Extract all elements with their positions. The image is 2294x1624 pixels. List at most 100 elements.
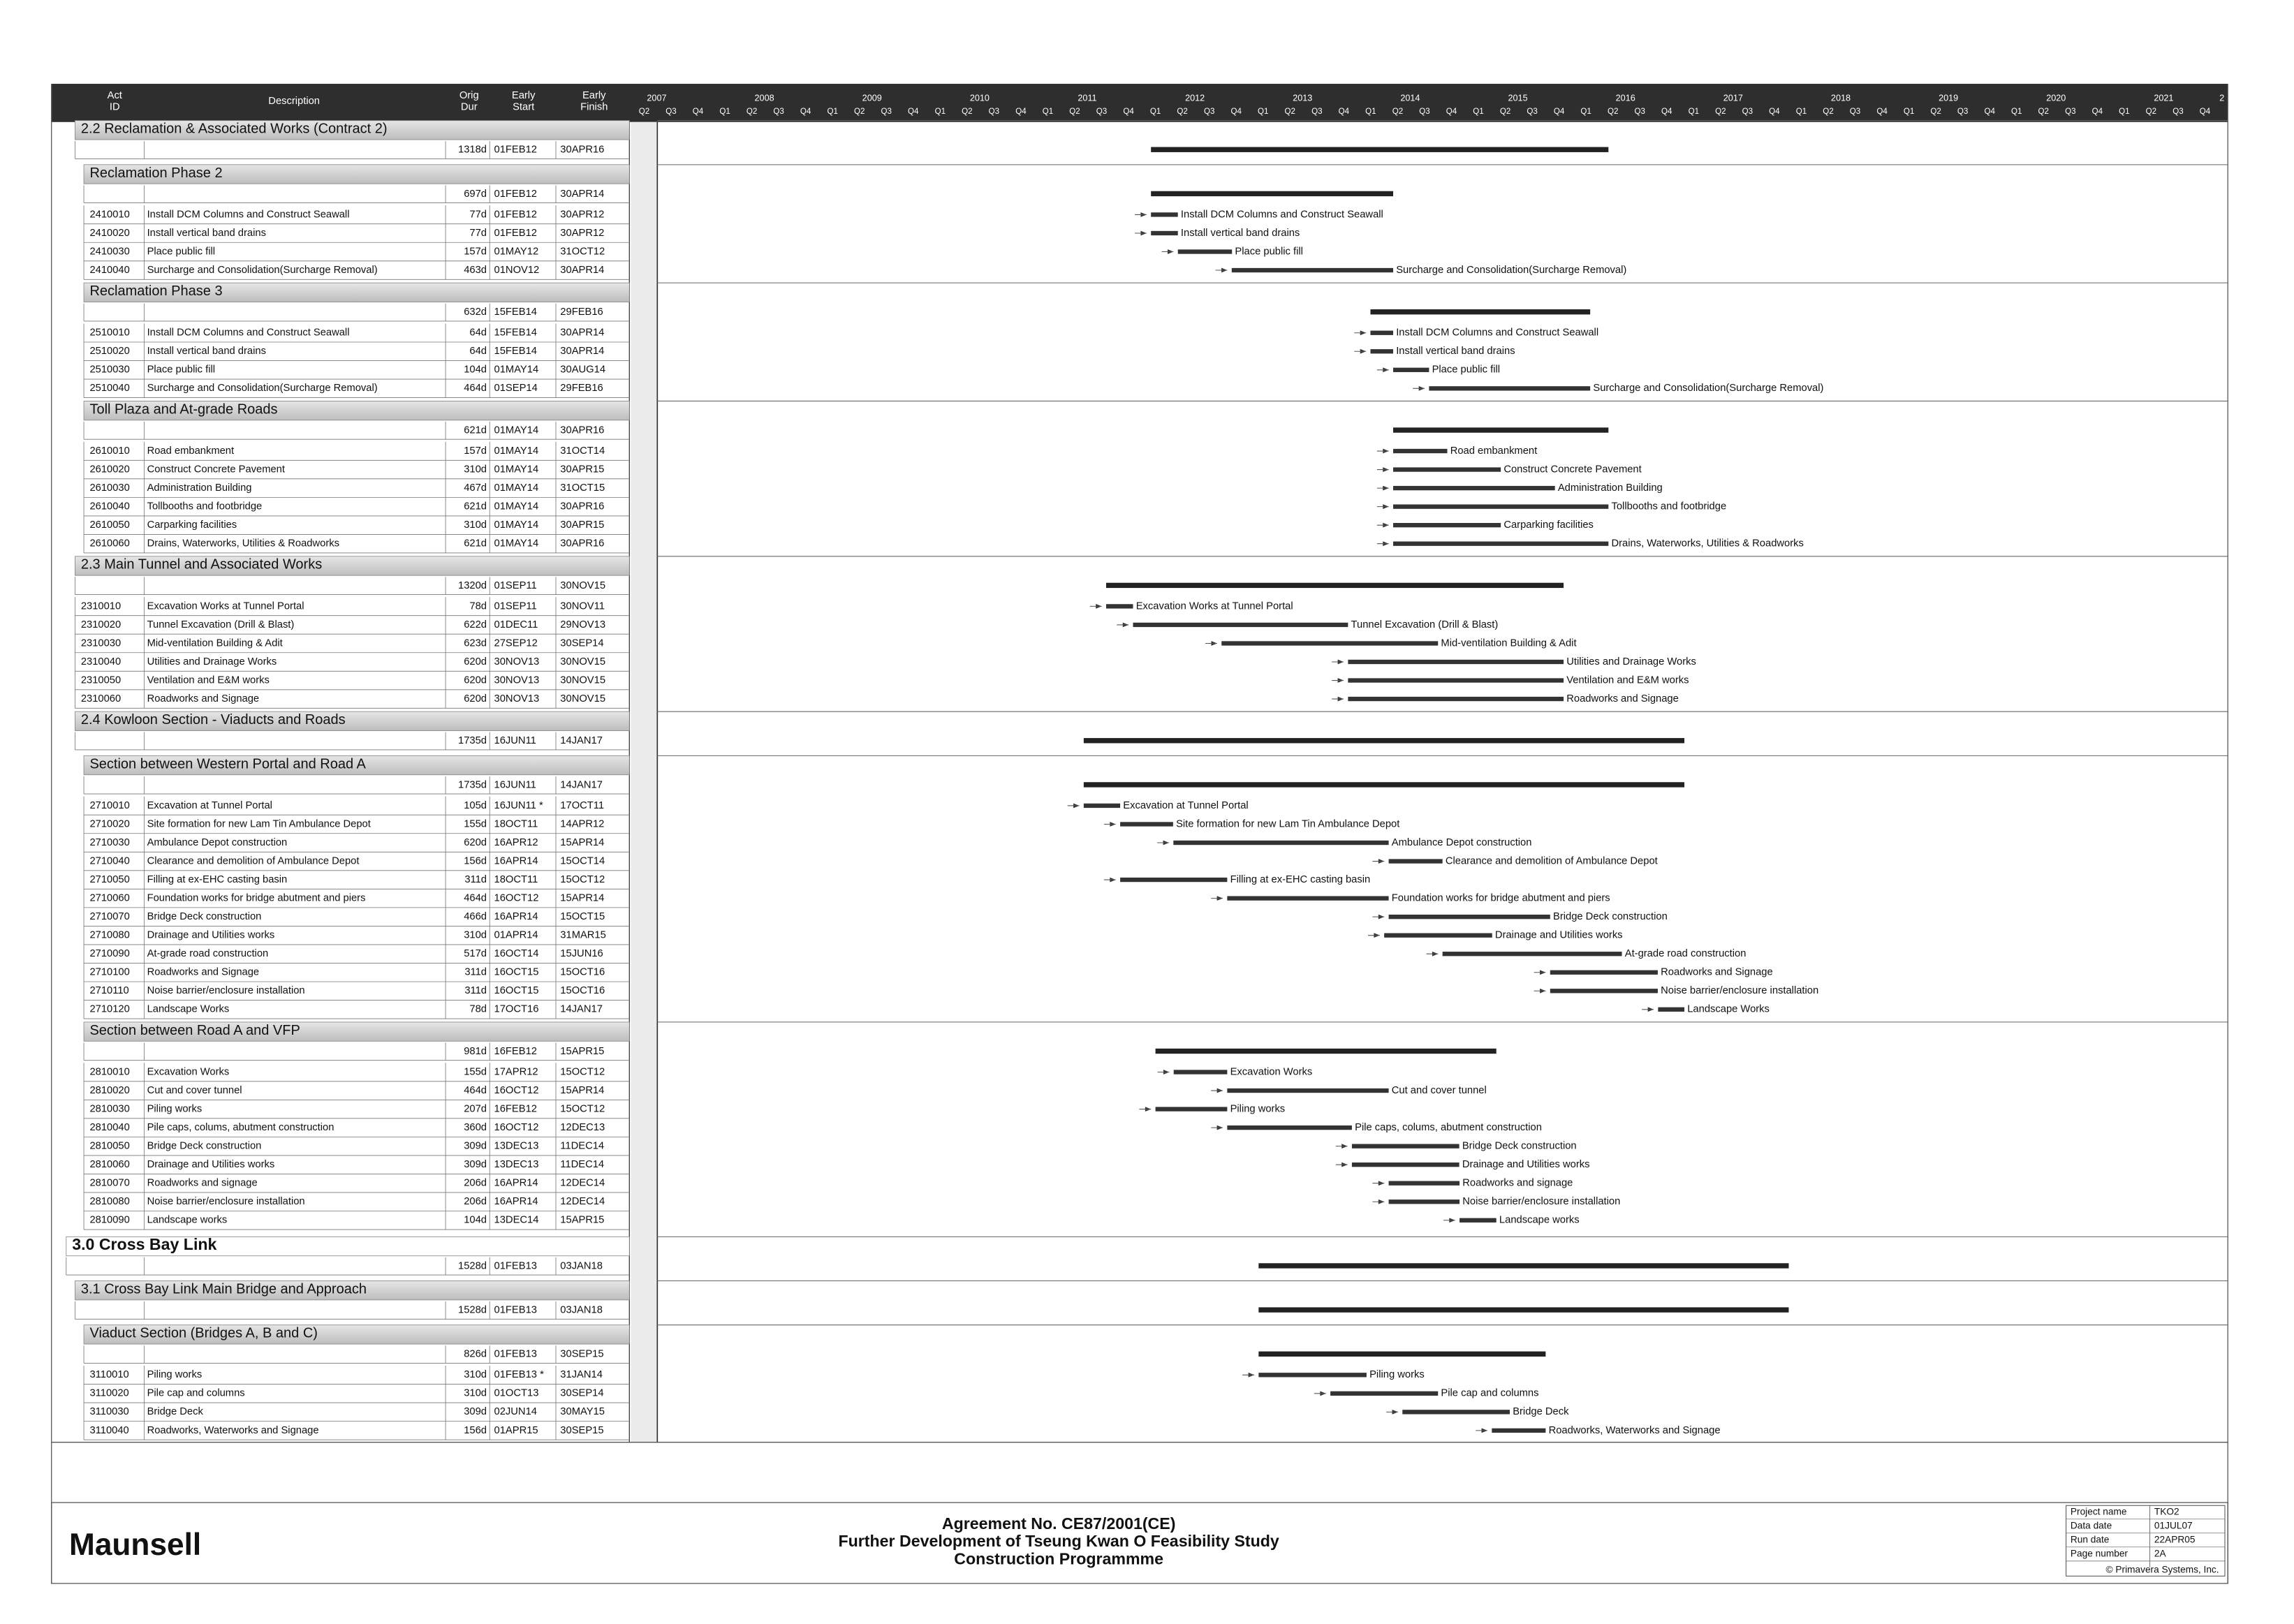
activity-description: Construct Concrete Pavement [147,464,285,475]
quarter-label: Q2 [1069,108,1080,116]
quarter-label: Q3 [989,108,999,116]
year-label: 2016 [1616,93,1635,103]
bar-label: Utilities and Drainage Works [1566,656,1696,667]
year-label: 2012 [1185,93,1205,103]
activity-start: 16OCT14 [494,948,539,959]
quarter-label: Q4 [1015,108,1027,116]
info-value: 2A [2154,1548,2167,1558]
activity-id: 2510030 [89,364,129,376]
activity-start: 01SEP11 [494,600,537,612]
activity-bar [1348,696,1564,702]
bar-label: Pile cap and columns [1441,1388,1538,1399]
quarter-label: Q3 [1635,108,1645,116]
activity-start: 17OCT16 [494,1004,539,1015]
activity-description: Filling at ex-EHC casting basin [147,874,288,885]
summary-start: 16JUN11 [494,735,536,746]
activity-bar [1393,504,1609,509]
quarter-label: Q4 [1876,108,1888,116]
activity-start: 16OCT15 [494,985,539,996]
activity-bar [1258,1373,1367,1378]
activity-start: 16APR12 [494,837,538,848]
bar-label: Drainage and Utilities works [1495,930,1623,941]
activity-start: 01NOV12 [494,265,540,276]
section-band [74,1280,630,1301]
year-label: 2019 [1939,93,1958,103]
activity-start: 01MAY14 [494,364,539,376]
quarter-label: Q3 [1742,108,1753,116]
activity-start: 01MAY12 [494,246,539,257]
activity-bar [1120,822,1173,827]
quarter-label: Q3 [1096,108,1107,116]
activity-bar [1388,1199,1460,1204]
summary-dur: 826d [464,1349,487,1360]
bar-label: Drainage and Utilities works [1462,1159,1590,1170]
activity-description: Surcharge and Consolidation(Surcharge Re… [147,265,378,276]
bar-label: Carparking facilities [1503,519,1594,531]
bar-label: Roadworks, Waterworks and Signage [1549,1425,1721,1436]
activity-description: Carparking facilities [147,519,237,531]
activity-dur: 309d [464,1159,487,1170]
section-title: 3.0 Cross Bay Link [72,1235,216,1253]
activity-id: 2610010 [89,445,129,457]
activity-dur: 464d [464,1085,487,1096]
activity-id: 2610050 [89,519,129,531]
bar-label: Administration Building [1558,482,1663,494]
year-label: 2011 [1078,93,1096,103]
section-band [74,556,630,576]
activity-description: Mid-ventilation Building & Adit [147,637,283,649]
activity-id: 2510020 [89,346,129,357]
bar-label: Construct Concrete Pavement [1503,464,1641,475]
activity-finish: 31JAN14 [560,1369,603,1380]
summary-bar [1105,582,1564,589]
activity-start: 16OCT12 [494,892,539,903]
activity-id: 2510010 [89,327,129,339]
activity-description: Tunnel Excavation (Drill & Blast) [147,619,295,630]
activity-start: 16OCT12 [494,1122,539,1133]
activity-bar [1370,330,1394,335]
summary-start: 01FEB13 [494,1305,537,1316]
activity-description: Excavation at Tunnel Portal [147,800,272,811]
activity-id: 2610060 [89,538,129,549]
activity-id: 2810040 [89,1122,129,1133]
section-title: 3.1 Cross Bay Link Main Bridge and Appro… [81,1281,367,1297]
activity-start: 18OCT11 [494,874,538,885]
activity-bar [1227,896,1389,901]
footer-title: Agreement No. CE87/2001(CE) [942,1514,1176,1533]
activity-dur: 620d [464,693,487,704]
activity-start: 27SEP12 [494,637,538,649]
activity-finish: 30APR14 [560,265,604,276]
bar-label: Install vertical band drains [1181,228,1300,239]
activity-start: 01APR15 [494,1425,538,1436]
quarter-label: Q4 [2092,108,2103,116]
section-title: Reclamation Phase 2 [89,165,222,181]
activity-start: 16OCT12 [494,1085,539,1096]
activity-finish: 15APR14 [560,837,604,848]
quarter-label: Q1 [935,108,946,116]
quarter-label: Q3 [1311,108,1322,116]
activity-finish: 15OCT12 [560,1066,605,1077]
summary-dur: 697d [464,189,487,200]
activity-dur: 156d [464,855,487,866]
activity-dur: 310d [464,464,487,475]
activity-id: 3110030 [89,1406,128,1417]
activity-bar [1173,840,1389,846]
quarter-label: Q2 [854,108,865,116]
activity-finish: 30APR16 [560,538,604,549]
bar-label: Install DCM Columns and Construct Seawal… [1181,209,1383,220]
activity-bar [1388,859,1443,864]
activity-description: Roadworks and Signage [147,693,260,704]
summary-bar [1083,738,1685,744]
year-label: 2010 [970,93,990,103]
activity-id: 2410040 [89,265,129,276]
activity-bar [1351,1144,1460,1149]
activity-finish: 30SEP14 [560,1388,603,1399]
quarter-label: Q3 [1850,108,1860,116]
activity-start: 01FEB12 [494,209,537,220]
quarter-label: Q4 [1661,108,1672,116]
activity-id: 2310040 [81,656,121,667]
activity-finish: 11DEC14 [560,1141,604,1152]
activity-description: Install DCM Columns and Construct Seawal… [147,327,350,339]
activity-dur: 466d [464,911,487,922]
summary-bar [1151,191,1394,197]
